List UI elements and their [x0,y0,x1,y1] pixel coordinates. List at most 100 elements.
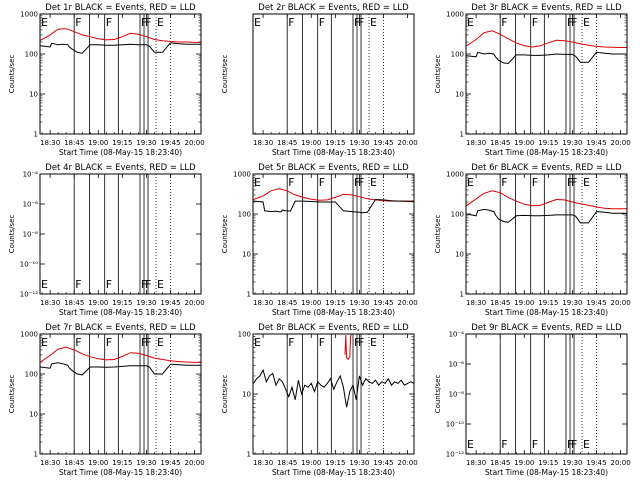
x-tick-label: 18:30 [466,299,486,307]
panel-title: Det 8r BLACK = Events, RED = LLD [258,323,409,333]
marker-label: F [532,438,538,451]
x-axis-label: Start Time (08-May-15 18:23:40) [272,468,395,477]
marker-label: F [354,176,360,189]
x-tick-label: 18:45 [277,139,297,147]
marker-label: E [583,16,590,29]
marker-label: F [354,336,360,349]
y-tick-label: 1 [34,451,38,459]
panel-det-2: Det 2r BLACK = Events, RED = LLD Counts/s… [221,3,418,157]
plot-frame [465,173,628,295]
x-tick-label: 19:15 [112,299,132,307]
y-tick-label: 100 [238,331,251,339]
series-line-events [40,42,201,54]
x-tick-label: 20:00 [397,139,417,147]
y-tick-label: 1 [460,291,464,299]
x-tick-label: 19:45 [160,299,180,307]
marker-label: F [141,16,147,29]
x-tick-label: 19:45 [373,139,393,147]
x-tick-label: 18:45 [277,459,297,467]
panel-det-3: Det 3r BLACK = Events, RED = LLD Counts/s… [434,3,631,157]
start-marker-label: E [41,336,48,349]
start-marker-label: E [254,16,261,29]
start-marker-label: E [467,176,474,189]
series-line-lld [253,188,414,202]
panel-det-1: Det 1r BLACK = Events, RED = LLD Counts/s… [8,3,205,157]
x-tick-label: 19:30 [136,139,156,147]
x-tick-label: 19:45 [373,299,393,307]
marker-label: F [75,16,81,29]
x-tick-label: 19:00 [514,299,534,307]
y-tick-label: 10 [29,91,38,99]
y-tick-label: 1000 [446,11,464,19]
x-tick-label: 20:00 [397,299,417,307]
x-tick-label: 18:30 [253,139,273,147]
start-marker-label: E [41,278,48,291]
plot-frame [252,333,415,455]
y-tick-label: 1000 [446,171,464,179]
marker-label: F [501,438,507,451]
y-tick-label: 10 [242,391,251,399]
x-tick-label: 19:00 [88,139,108,147]
x-tick-label: 18:45 [277,299,297,307]
x-tick-label: 18:30 [40,459,60,467]
series-line-lld [40,28,201,43]
x-tick-label: 20:00 [610,299,630,307]
marker-label: F [532,16,538,29]
plot-frame [39,173,202,295]
y-axis-label: Counts/sec [434,55,442,94]
y-tick-label: 1000 [20,11,38,19]
series-line-events [466,208,627,224]
panel-det-7: Det 7r BLACK = Events, RED = LLD Counts/s… [8,323,205,477]
marker-label: E [583,176,590,189]
x-tick-label: 19:30 [136,459,156,467]
plot-frame [39,13,202,135]
x-tick-label: 19:00 [301,459,321,467]
x-tick-label: 19:45 [586,139,606,147]
x-tick-label: 19:15 [112,139,132,147]
plot-frame [39,333,202,455]
plot-frame [465,333,628,455]
marker-label: F [354,16,360,29]
marker-label: F [75,336,81,349]
x-tick-label: 18:30 [466,139,486,147]
series-line-lld [466,190,627,210]
y-tick-label: 10⁻⁶ [23,201,39,209]
y-tick-label: 10⁻⁸ [449,391,465,399]
x-tick-label: 18:45 [490,139,510,147]
x-tick-label: 19:30 [349,459,369,467]
x-axis-label: Start Time (08-May-15 18:23:40) [485,308,608,317]
x-tick-label: 18:45 [64,299,84,307]
y-tick-label: 10⁻⁸ [23,231,39,239]
panel-det-4: Det 4r BLACK = Events, RED = LLD Counts/s… [8,163,205,317]
x-tick-label: 19:15 [538,459,558,467]
y-tick-label: 10⁻⁴ [23,171,39,179]
marker-label: F [358,176,364,189]
y-tick-label: 10⁻¹⁰ [20,261,38,269]
y-axis-label: Counts/sec [221,55,229,94]
y-axis-label: Counts/sec [8,375,16,414]
y-tick-label: 10⁻⁶ [449,361,465,369]
panel-title: Det 3r BLACK = Events, RED = LLD [471,3,622,13]
y-axis-label: Counts/sec [8,55,16,94]
x-tick-label: 20:00 [184,459,204,467]
marker-label: F [319,16,325,29]
x-tick-label: 19:00 [514,139,534,147]
marker-label: F [571,16,577,29]
x-tick-label: 20:00 [610,139,630,147]
x-tick-label: 19:00 [514,459,534,467]
y-tick-label: 10 [455,251,464,259]
y-tick-label: 1000 [233,171,251,179]
panel-title: Det 4r BLACK = Events, RED = LLD [45,163,196,173]
marker-label: F [106,336,112,349]
x-tick-label: 19:30 [349,139,369,147]
x-tick-label: 18:45 [490,459,510,467]
panel-det-5: Det 5r BLACK = Events, RED = LLD Counts/s… [221,163,418,317]
y-tick-label: 10⁻⁴ [449,331,465,339]
marker-label: F [571,438,577,451]
x-tick-label: 19:00 [301,299,321,307]
series-line-lld [466,30,627,48]
y-tick-label: 10⁻¹⁰ [446,421,464,429]
y-tick-label: 1000 [20,331,38,339]
panel-title: Det 5r BLACK = Events, RED = LLD [258,163,409,173]
y-tick-label: 1 [460,131,464,139]
